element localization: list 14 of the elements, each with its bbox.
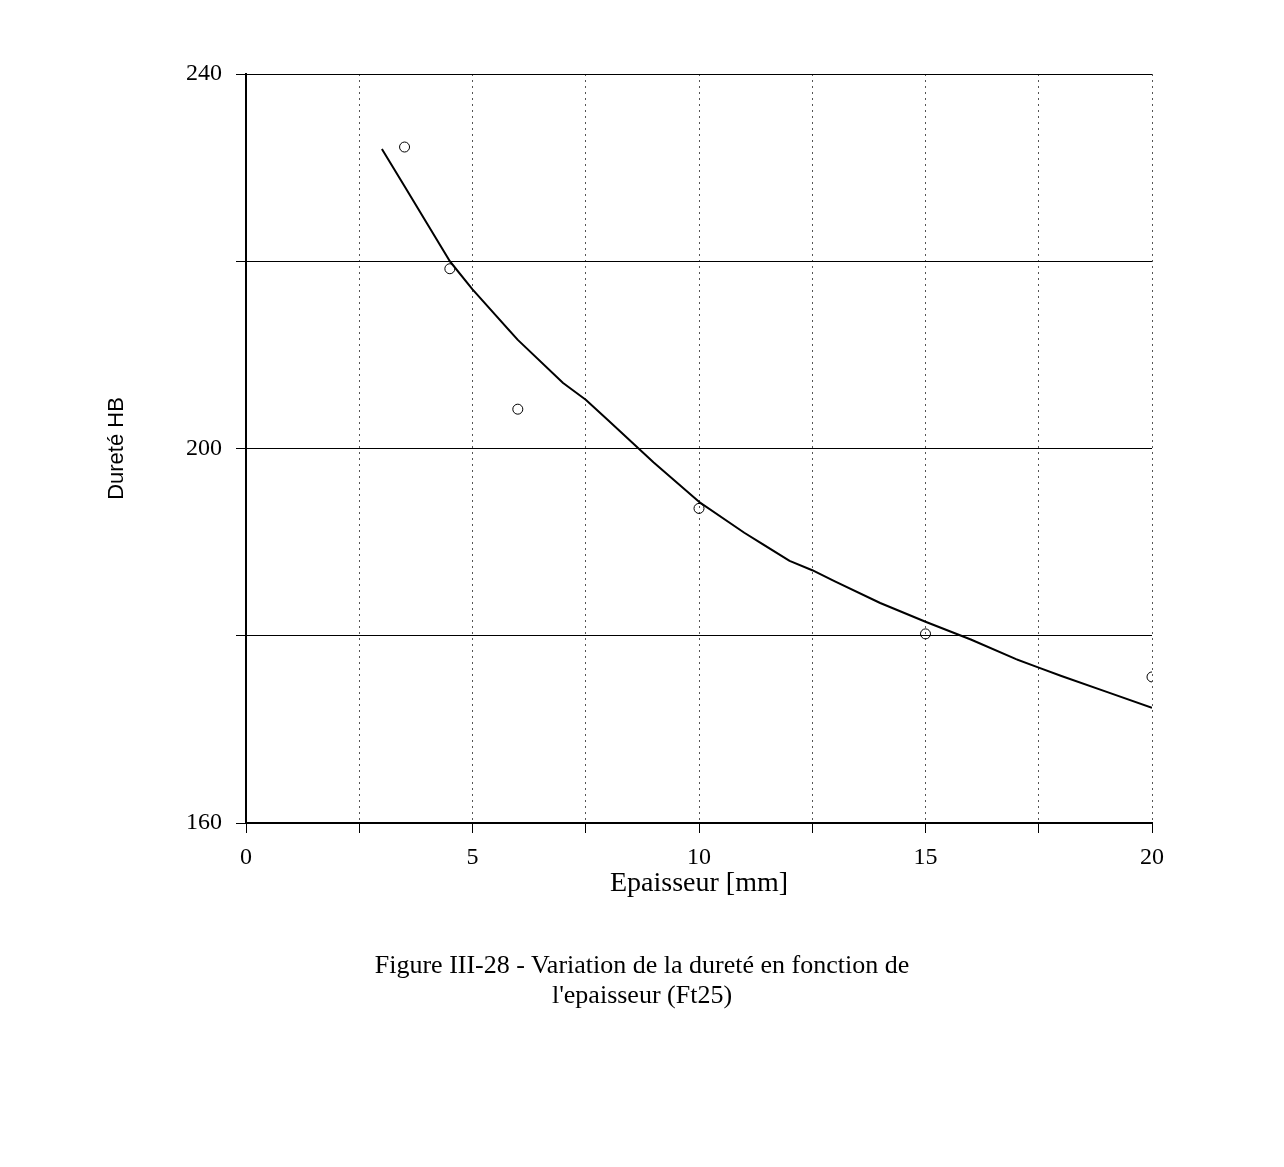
x-tick-label: 20 [1140,842,1164,869]
point [444,263,456,275]
point [693,502,705,514]
x-tick-label: 5 [466,842,479,869]
text: Figure III-28 - Variation de la dureté en fonction de l'epaisseur (Ft25) [373,950,911,1010]
x-tick-label: 15 [913,842,938,869]
y-axis-title: Dureté HB [103,397,129,500]
x-tick-label: 0 [240,842,252,869]
point [512,403,524,415]
point [920,628,931,640]
point [399,141,411,153]
y-tick-label: 160 [186,808,222,835]
y-tick-label: 240 [186,59,222,86]
y-tick-label: 200 [186,433,222,460]
